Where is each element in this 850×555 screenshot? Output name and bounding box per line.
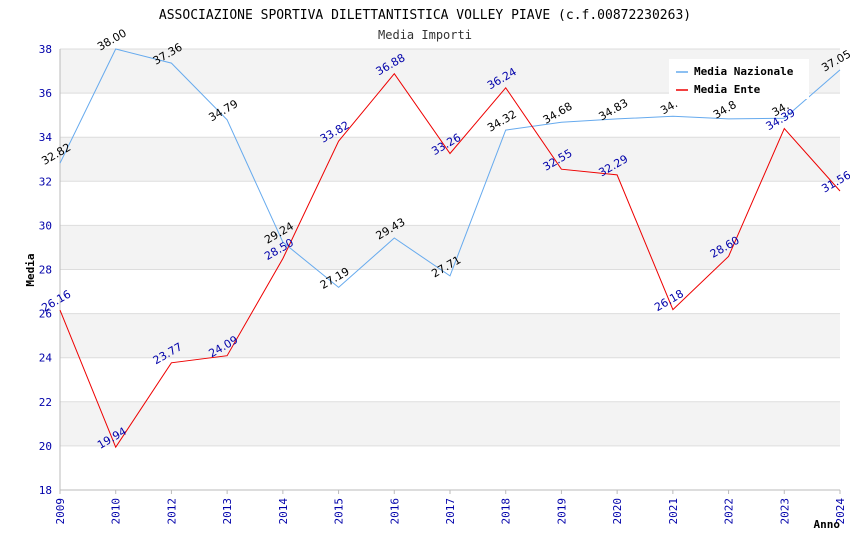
grid-band — [60, 181, 840, 226]
x-tick-label: 2024 — [834, 498, 847, 525]
chart-subtitle: Media Importi — [378, 28, 472, 42]
x-tick-label: 2021 — [667, 498, 680, 525]
x-tick-label: 2012 — [165, 498, 178, 525]
chart-title: ASSOCIAZIONE SPORTIVA DILETTANTISTICA VO… — [159, 8, 691, 23]
x-tick-label: 2009 — [54, 498, 67, 525]
y-tick-label: 38 — [39, 43, 52, 56]
x-tick-label: 2010 — [110, 498, 123, 525]
x-tick-label: 2017 — [444, 498, 457, 525]
y-tick-label: 22 — [39, 396, 52, 409]
x-tick-label: 2013 — [221, 498, 234, 525]
series-lines — [59, 48, 841, 449]
y-tick-label: 24 — [39, 352, 53, 365]
series-line-media-nazionale — [59, 48, 841, 289]
x-tick-label: 2018 — [500, 498, 513, 525]
x-tick-label: 2019 — [555, 498, 568, 525]
grid-band — [60, 445, 840, 490]
legend: Media Nazionale Media Ente — [669, 59, 809, 99]
grid-band — [60, 313, 840, 358]
x-tick-label: 2022 — [723, 498, 736, 525]
grid-band — [60, 401, 840, 446]
y-tick-label: 20 — [39, 440, 52, 453]
x-tick-label: 2016 — [388, 498, 401, 525]
x-tick-label: 2014 — [277, 498, 290, 525]
x-tick-label: 2020 — [611, 498, 624, 525]
grid-band — [60, 225, 840, 270]
x-axis-label: Anno — [814, 518, 841, 531]
y-tick-label: 28 — [39, 264, 52, 277]
legend-label-media-nazionale: Media Nazionale — [694, 65, 794, 78]
grid-band — [60, 357, 840, 402]
y-tick-label: 36 — [39, 87, 52, 100]
x-tick-label: 2023 — [778, 498, 791, 525]
y-tick-label: 30 — [39, 219, 52, 232]
y-tick-label: 34 — [39, 131, 53, 144]
grid — [60, 48, 840, 491]
grid-band — [60, 137, 840, 182]
series-line-media-ente — [59, 72, 841, 449]
y-tick-label: 18 — [39, 484, 52, 497]
y-tick-label: 32 — [39, 175, 52, 188]
legend-label-media-ente: Media Ente — [694, 83, 761, 96]
grid-band — [60, 93, 840, 138]
y-axis-label: Media — [24, 253, 37, 286]
legend-box — [669, 59, 809, 99]
x-tick-label: 2015 — [333, 498, 346, 525]
grid-band — [60, 269, 840, 314]
y-tick-label: 26 — [39, 308, 52, 321]
